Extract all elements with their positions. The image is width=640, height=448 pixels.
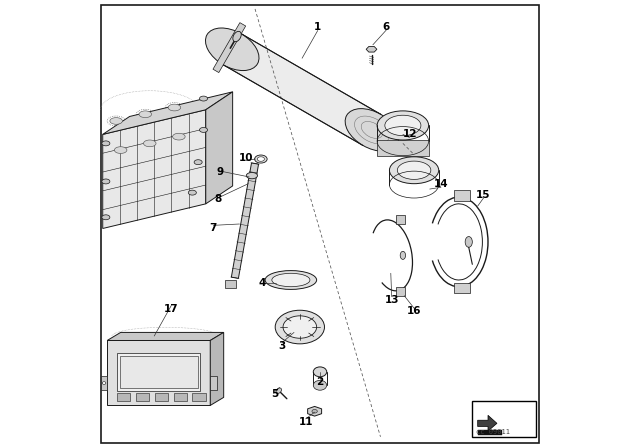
Ellipse shape (385, 115, 421, 136)
Polygon shape (454, 190, 470, 201)
Ellipse shape (188, 190, 196, 195)
Polygon shape (308, 406, 322, 416)
Ellipse shape (110, 118, 122, 125)
Ellipse shape (173, 134, 185, 140)
Text: 8: 8 (214, 194, 221, 204)
Ellipse shape (139, 111, 152, 118)
Ellipse shape (102, 141, 110, 146)
Polygon shape (210, 376, 216, 390)
Text: 14: 14 (434, 179, 448, 189)
Ellipse shape (465, 237, 472, 247)
Polygon shape (206, 92, 233, 204)
Bar (396, 287, 405, 296)
Ellipse shape (397, 161, 431, 179)
Polygon shape (103, 110, 206, 228)
Text: 9: 9 (217, 168, 224, 177)
Text: 13: 13 (385, 295, 399, 305)
Ellipse shape (400, 251, 406, 259)
Ellipse shape (389, 157, 439, 184)
Polygon shape (225, 280, 236, 288)
Polygon shape (103, 92, 233, 134)
Text: 2: 2 (316, 377, 324, 387)
Text: 16: 16 (407, 306, 421, 316)
Polygon shape (377, 140, 429, 156)
Ellipse shape (345, 108, 399, 151)
Polygon shape (108, 340, 210, 405)
Ellipse shape (283, 316, 317, 338)
Polygon shape (210, 332, 224, 405)
Ellipse shape (276, 388, 282, 393)
Ellipse shape (200, 128, 207, 133)
Polygon shape (366, 47, 377, 52)
Ellipse shape (255, 155, 267, 163)
Bar (472, 401, 536, 437)
Ellipse shape (377, 111, 429, 140)
Bar (477, 430, 502, 435)
Ellipse shape (246, 172, 257, 179)
Bar (136, 393, 149, 401)
Bar (193, 393, 206, 401)
Bar (173, 393, 187, 401)
Ellipse shape (312, 409, 317, 413)
Ellipse shape (265, 271, 317, 289)
Polygon shape (231, 163, 259, 278)
Bar (117, 393, 131, 401)
Ellipse shape (200, 96, 207, 101)
Text: 7: 7 (210, 224, 217, 233)
Polygon shape (108, 332, 224, 340)
Polygon shape (213, 23, 246, 73)
Text: 6: 6 (383, 22, 390, 32)
Ellipse shape (314, 367, 327, 377)
Bar (155, 393, 168, 401)
Ellipse shape (143, 140, 156, 147)
Ellipse shape (272, 273, 310, 287)
Ellipse shape (194, 160, 202, 165)
Text: 15: 15 (476, 190, 491, 200)
Ellipse shape (102, 382, 106, 384)
Text: cc 09011: cc 09011 (476, 430, 510, 435)
Ellipse shape (275, 310, 324, 344)
Text: 17: 17 (164, 304, 179, 314)
Text: 5: 5 (271, 389, 279, 399)
Bar (120, 356, 198, 388)
Text: 1: 1 (314, 22, 321, 32)
Bar (117, 353, 200, 391)
Text: 3: 3 (278, 341, 285, 351)
Text: 12: 12 (403, 129, 417, 139)
Ellipse shape (115, 147, 127, 153)
Ellipse shape (102, 179, 110, 184)
Ellipse shape (102, 215, 110, 220)
Polygon shape (454, 283, 470, 293)
Polygon shape (477, 415, 497, 431)
Text: 11: 11 (298, 417, 313, 427)
Text: 10: 10 (239, 153, 253, 163)
Ellipse shape (233, 31, 241, 42)
Ellipse shape (205, 28, 259, 71)
Ellipse shape (168, 104, 180, 111)
Polygon shape (223, 34, 381, 146)
Text: 4: 4 (258, 278, 266, 288)
Bar (396, 215, 405, 224)
Ellipse shape (314, 380, 327, 390)
Polygon shape (101, 376, 108, 390)
Ellipse shape (257, 157, 264, 161)
